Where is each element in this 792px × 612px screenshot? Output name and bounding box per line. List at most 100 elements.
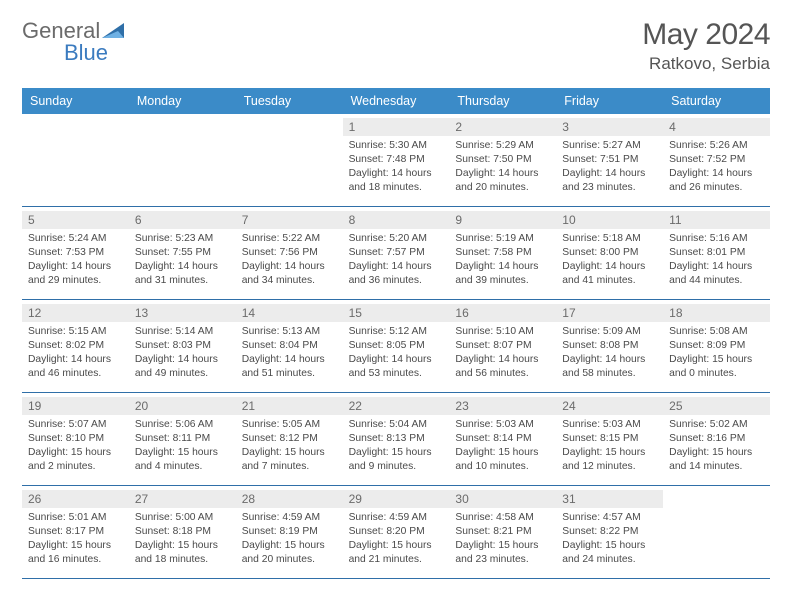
day-cell-29: 29Sunrise: 4:59 AMSunset: 8:20 PMDayligh… [343, 486, 450, 579]
day-info: Sunrise: 5:23 AMSunset: 7:55 PMDaylight:… [135, 232, 230, 288]
empty-cell [22, 114, 129, 207]
day-number: 1 [343, 118, 450, 136]
day-cell-15: 15Sunrise: 5:12 AMSunset: 8:05 PMDayligh… [343, 300, 450, 393]
month-title: May 2024 [642, 18, 770, 52]
day-cell-31: 31 Sunrise: 4:57 AMSunset: 8:22 PMDayligh… [556, 486, 663, 579]
day-info: Sunrise: 4:57 AMSunset: 8:22 PMDaylight:… [562, 511, 657, 567]
day-number: 18 [663, 304, 770, 322]
day-info: Sunrise: 5:13 AMSunset: 8:04 PMDaylight:… [242, 325, 337, 381]
day-cell-30: 30 Sunrise: 4:58 AMSunset: 8:21 PMDayligh… [449, 486, 556, 579]
day-info: Sunrise: 5:01 AMSunset: 8:17 PMDaylight:… [28, 511, 123, 567]
day-number: 16 [449, 304, 556, 322]
day-number: 13 [129, 304, 236, 322]
day-info: Sunrise: 5:05 AMSunset: 8:12 PMDaylight:… [242, 418, 337, 474]
day-info: Sunrise: 5:08 AMSunset: 8:09 PMDaylight:… [669, 325, 764, 381]
day-info: Sunrise: 4:58 AMSunset: 8:21 PMDaylight:… [455, 511, 550, 567]
day-info: Sunrise: 5:16 AMSunset: 8:01 PMDaylight:… [669, 232, 764, 288]
day-cell-17: 17 Sunrise: 5:09 AMSunset: 8:08 PMDayligh… [556, 300, 663, 393]
day-number: 8 [343, 211, 450, 229]
day-cell-5: 5 Sunrise: 5:24 AMSunset: 7:53 PMDaylight… [22, 207, 129, 300]
day-info: Sunrise: 5:30 AMSunset: 7:48 PMDaylight:… [349, 139, 444, 195]
day-number: 19 [22, 397, 129, 415]
weekday-thursday: Thursday [449, 88, 556, 114]
day-cell-7: 7Sunrise: 5:22 AMSunset: 7:56 PMDaylight… [236, 207, 343, 300]
day-cell-10: 10 Sunrise: 5:18 AMSunset: 8:00 PMDayligh… [556, 207, 663, 300]
day-info: Sunrise: 5:02 AMSunset: 8:16 PMDaylight:… [669, 418, 764, 474]
day-info: Sunrise: 5:29 AMSunset: 7:50 PMDaylight:… [455, 139, 550, 195]
location-label: Ratkovo, Serbia [642, 54, 770, 74]
day-info: Sunrise: 4:59 AMSunset: 8:19 PMDaylight:… [242, 511, 337, 567]
day-cell-19: 19 Sunrise: 5:07 AMSunset: 8:10 PMDayligh… [22, 393, 129, 486]
day-number: 25 [663, 397, 770, 415]
day-info: Sunrise: 5:07 AMSunset: 8:10 PMDaylight:… [28, 418, 123, 474]
weekday-monday: Monday [129, 88, 236, 114]
brand-logo: GeneralBlue [22, 18, 127, 66]
day-cell-3: 3 Sunrise: 5:27 AMSunset: 7:51 PMDaylight… [556, 114, 663, 207]
day-cell-14: 14 Sunrise: 5:13 AMSunset: 8:04 PMDayligh… [236, 300, 343, 393]
day-number: 24 [556, 397, 663, 415]
weekday-header-row: SundayMondayTuesdayWednesdayThursdayFrid… [22, 88, 770, 114]
day-number: 30 [449, 490, 556, 508]
empty-cell [236, 114, 343, 207]
day-cell-25: 25 Sunrise: 5:02 AMSunset: 8:16 PMDayligh… [663, 393, 770, 486]
day-info: Sunrise: 5:04 AMSunset: 8:13 PMDaylight:… [349, 418, 444, 474]
header: GeneralBlue May 2024 Ratkovo, Serbia [22, 18, 770, 74]
day-info: Sunrise: 5:14 AMSunset: 8:03 PMDaylight:… [135, 325, 230, 381]
day-info: Sunrise: 5:24 AMSunset: 7:53 PMDaylight:… [28, 232, 123, 288]
day-number: 5 [22, 211, 129, 229]
day-number: 22 [343, 397, 450, 415]
day-cell-12: 12 Sunrise: 5:15 AMSunset: 8:02 PMDayligh… [22, 300, 129, 393]
day-info: Sunrise: 5:09 AMSunset: 8:08 PMDaylight:… [562, 325, 657, 381]
day-info: Sunrise: 5:15 AMSunset: 8:02 PMDaylight:… [28, 325, 123, 381]
calendar-grid: 1 Sunrise: 5:30 AMSunset: 7:48 PMDaylight… [22, 114, 770, 579]
day-cell-18: 18 Sunrise: 5:08 AMSunset: 8:09 PMDayligh… [663, 300, 770, 393]
weekday-tuesday: Tuesday [236, 88, 343, 114]
day-number: 14 [236, 304, 343, 322]
day-cell-4: 4Sunrise: 5:26 AMSunset: 7:52 PMDaylight… [663, 114, 770, 207]
day-info: Sunrise: 5:10 AMSunset: 8:07 PMDaylight:… [455, 325, 550, 381]
day-number: 23 [449, 397, 556, 415]
day-number: 15 [343, 304, 450, 322]
weekday-saturday: Saturday [663, 88, 770, 114]
day-cell-23: 23Sunrise: 5:03 AMSunset: 8:14 PMDayligh… [449, 393, 556, 486]
day-number: 2 [449, 118, 556, 136]
day-cell-28: 28 Sunrise: 4:59 AMSunset: 8:19 PMDayligh… [236, 486, 343, 579]
day-number: 31 [556, 490, 663, 508]
day-cell-8: 8Sunrise: 5:20 AMSunset: 7:57 PMDaylight… [343, 207, 450, 300]
day-info: Sunrise: 5:27 AMSunset: 7:51 PMDaylight:… [562, 139, 657, 195]
day-info: Sunrise: 4:59 AMSunset: 8:20 PMDaylight:… [349, 511, 444, 567]
day-cell-2: 2 Sunrise: 5:29 AMSunset: 7:50 PMDaylight… [449, 114, 556, 207]
day-cell-1: 1 Sunrise: 5:30 AMSunset: 7:48 PMDaylight… [343, 114, 450, 207]
day-number: 28 [236, 490, 343, 508]
calendar-page: GeneralBlue May 2024 Ratkovo, Serbia Sun… [0, 0, 792, 579]
day-cell-20: 20Sunrise: 5:06 AMSunset: 8:11 PMDayligh… [129, 393, 236, 486]
weekday-friday: Friday [556, 88, 663, 114]
empty-cell [129, 114, 236, 207]
day-number: 10 [556, 211, 663, 229]
title-block: May 2024 Ratkovo, Serbia [642, 18, 770, 74]
day-number: 12 [22, 304, 129, 322]
day-info: Sunrise: 5:18 AMSunset: 8:00 PMDaylight:… [562, 232, 657, 288]
day-number: 17 [556, 304, 663, 322]
day-number: 6 [129, 211, 236, 229]
day-info: Sunrise: 5:03 AMSunset: 8:15 PMDaylight:… [562, 418, 657, 474]
day-cell-24: 24 Sunrise: 5:03 AMSunset: 8:15 PMDayligh… [556, 393, 663, 486]
day-number: 4 [663, 118, 770, 136]
day-number: 26 [22, 490, 129, 508]
day-cell-9: 9 Sunrise: 5:19 AMSunset: 7:58 PMDaylight… [449, 207, 556, 300]
day-number: 3 [556, 118, 663, 136]
day-number: 20 [129, 397, 236, 415]
day-number: 7 [236, 211, 343, 229]
day-cell-22: 22 Sunrise: 5:04 AMSunset: 8:13 PMDayligh… [343, 393, 450, 486]
day-number: 21 [236, 397, 343, 415]
weekday-sunday: Sunday [22, 88, 129, 114]
day-cell-16: 16 Sunrise: 5:10 AMSunset: 8:07 PMDayligh… [449, 300, 556, 393]
day-cell-26: 26 Sunrise: 5:01 AMSunset: 8:17 PMDayligh… [22, 486, 129, 579]
day-number: 27 [129, 490, 236, 508]
day-number: 9 [449, 211, 556, 229]
day-cell-27: 27 Sunrise: 5:00 AMSunset: 8:18 PMDayligh… [129, 486, 236, 579]
day-number: 11 [663, 211, 770, 229]
day-info: Sunrise: 5:00 AMSunset: 8:18 PMDaylight:… [135, 511, 230, 567]
day-info: Sunrise: 5:19 AMSunset: 7:58 PMDaylight:… [455, 232, 550, 288]
day-cell-11: 11 Sunrise: 5:16 AMSunset: 8:01 PMDayligh… [663, 207, 770, 300]
